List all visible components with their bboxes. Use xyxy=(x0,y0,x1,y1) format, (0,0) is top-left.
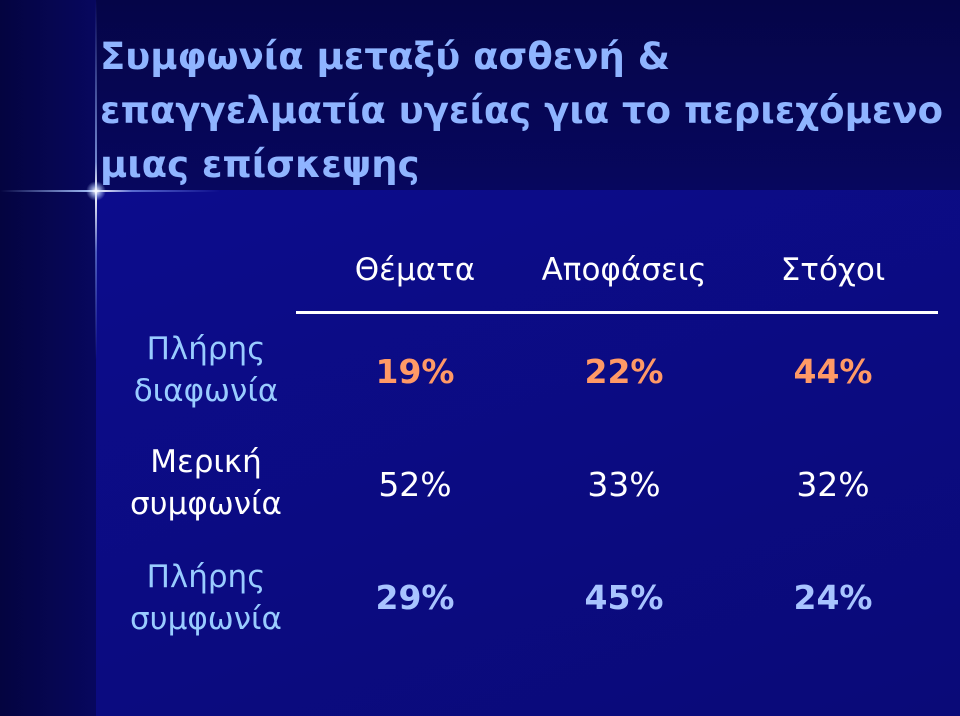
title-line-3: μιας επίσκεψης xyxy=(100,143,420,186)
title-line-2: επαγγελματία υγείας για το περιεχόμενο xyxy=(100,89,944,132)
cell-r1-goals: 44% xyxy=(793,352,873,391)
left-band xyxy=(0,0,96,716)
title-line-1: Συμφωνία μεταξύ ασθενή & xyxy=(100,35,671,78)
row-label-line: διαφωνία xyxy=(133,373,279,409)
light-flare-vertical xyxy=(95,0,97,360)
cell-r2-goals: 32% xyxy=(796,465,870,504)
light-flare-center xyxy=(86,181,106,201)
row-label-line: Πλήρης xyxy=(146,559,266,595)
cell-r3-topics: 29% xyxy=(375,578,455,617)
row-label-line: Πλήρης xyxy=(146,331,266,367)
cell-r3-decisions: 45% xyxy=(584,578,664,617)
cell-r3-goals: 24% xyxy=(793,578,873,617)
header-band xyxy=(0,0,960,190)
cell-r1-decisions: 22% xyxy=(584,352,664,391)
column-header-decisions: Αποφάσεις xyxy=(541,252,707,288)
row-label-line: Μερική xyxy=(150,444,262,480)
header-divider xyxy=(296,311,938,314)
column-header-topics: Θέματα xyxy=(354,252,476,288)
row-label-line: συμφωνία xyxy=(130,486,282,522)
light-flare-horizontal xyxy=(0,190,220,192)
row-label-partial-agreement: Μερική συμφωνία xyxy=(86,441,326,525)
row-label-full-disagreement: Πλήρης διαφωνία xyxy=(86,328,326,412)
slide-title: Συμφωνία μεταξύ ασθενή & επαγγελματία υγ… xyxy=(100,30,950,192)
cell-r2-topics: 52% xyxy=(378,465,452,504)
row-label-full-agreement: Πλήρης συμφωνία xyxy=(86,556,326,640)
row-label-line: συμφωνία xyxy=(130,601,282,637)
content-area xyxy=(96,190,960,716)
cell-r1-topics: 19% xyxy=(375,352,455,391)
column-header-goals: Στόχοι xyxy=(780,252,886,288)
cell-r2-decisions: 33% xyxy=(587,465,661,504)
